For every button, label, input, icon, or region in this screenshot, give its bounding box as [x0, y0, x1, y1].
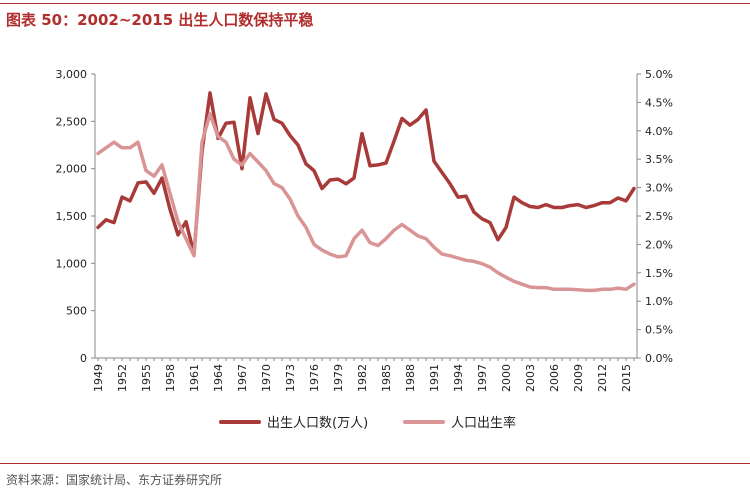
x-tick-label: 1991 — [428, 364, 441, 392]
right-tick-label: 0.5% — [645, 324, 673, 337]
x-tick-label: 1988 — [404, 364, 417, 392]
legend-label-births: 出生人口数(万人) — [267, 416, 368, 431]
x-tick-label: 1967 — [236, 364, 249, 392]
left-tick-label: 2,500 — [56, 115, 88, 128]
left-tick-label: 500 — [66, 305, 87, 318]
x-tick-label: 2015 — [620, 364, 633, 392]
left-tick-label: 1,000 — [56, 257, 88, 270]
x-tick-label: 1958 — [164, 364, 177, 392]
x-tick-label: 1964 — [212, 364, 225, 392]
series-line-birth-rate — [96, 112, 636, 293]
x-tick-label: 1976 — [308, 364, 321, 392]
x-tick-label: 2006 — [548, 364, 561, 392]
left-tick-label: 1,500 — [56, 210, 88, 223]
x-tick-label: 2003 — [524, 364, 537, 392]
left-tick-label: 2,000 — [56, 163, 88, 176]
series-line-births — [96, 91, 636, 256]
left-tick-label: 3,000 — [56, 68, 88, 81]
x-tick-label: 1970 — [260, 364, 273, 392]
right-tick-label: 4.0% — [645, 125, 673, 138]
right-tick-label: 1.5% — [645, 267, 673, 280]
x-tick-label: 1949 — [92, 364, 105, 392]
right-tick-label: 1.0% — [645, 295, 673, 308]
legend-label-birth-rate: 人口出生率 — [451, 415, 516, 431]
right-tick-label: 2.5% — [645, 210, 673, 223]
x-tick-label: 2012 — [596, 364, 609, 392]
x-tick-label: 1982 — [356, 364, 369, 392]
x-tick-label: 2009 — [572, 364, 585, 392]
bottom-rule — [0, 463, 750, 464]
x-tick-label: 2000 — [500, 364, 513, 392]
left-tick-label: 0 — [80, 352, 87, 365]
x-tick-label: 1973 — [284, 364, 297, 392]
source-note: 资料来源：国家统计局、东方证券研究所 — [6, 473, 223, 487]
right-tick-label: 3.0% — [645, 182, 673, 195]
right-tick-label: 5.0% — [645, 68, 673, 81]
right-tick-label: 0.0% — [645, 352, 673, 365]
top-rule — [0, 3, 750, 4]
x-tick-label: 1955 — [140, 364, 153, 392]
x-tick-label: 1997 — [476, 364, 489, 392]
x-tick-label: 1961 — [188, 364, 201, 392]
right-tick-label: 4.5% — [645, 96, 673, 109]
x-tick-label: 1985 — [380, 364, 393, 392]
x-tick-label: 1952 — [116, 364, 129, 392]
x-tick-label: 1979 — [332, 364, 345, 392]
figure-title: 图表 50：2002~2015 出生人口数保持平稳 — [6, 11, 314, 29]
right-tick-label: 3.5% — [645, 153, 673, 166]
x-tick-label: 1994 — [452, 364, 465, 392]
right-tick-label: 2.0% — [645, 238, 673, 251]
